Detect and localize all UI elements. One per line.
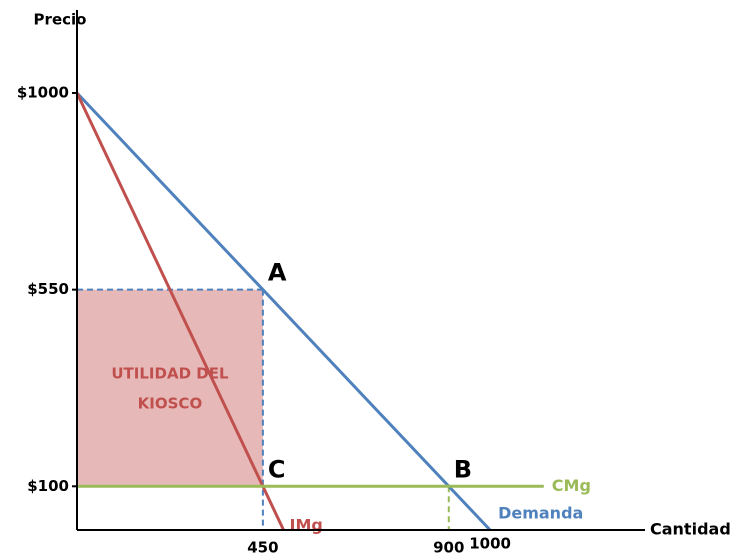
point-label: C: [268, 455, 286, 483]
y-tick-label: $1000: [17, 84, 69, 102]
x-tick-label: 1000: [469, 535, 511, 553]
point-label: A: [268, 259, 287, 287]
y-tick-label: $100: [27, 477, 69, 495]
series-line: [75, 91, 492, 532]
series-line: [75, 92, 285, 531]
profit-region: [77, 289, 263, 487]
point-label: B: [454, 455, 472, 483]
region-label: UTILIDAD DEL: [111, 364, 229, 382]
region-label: KIOSCO: [138, 394, 203, 412]
y-axis-label: Precio: [34, 11, 87, 29]
x-tick-label: 900: [433, 539, 464, 554]
y-tick-label: $550: [27, 280, 69, 298]
series-label: Demanda: [498, 504, 583, 523]
series-label: CMg: [552, 476, 591, 495]
x-tick-label: 450: [247, 539, 278, 554]
series-label: IMg: [290, 516, 323, 535]
x-axis-label: Cantidad: [650, 520, 731, 539]
